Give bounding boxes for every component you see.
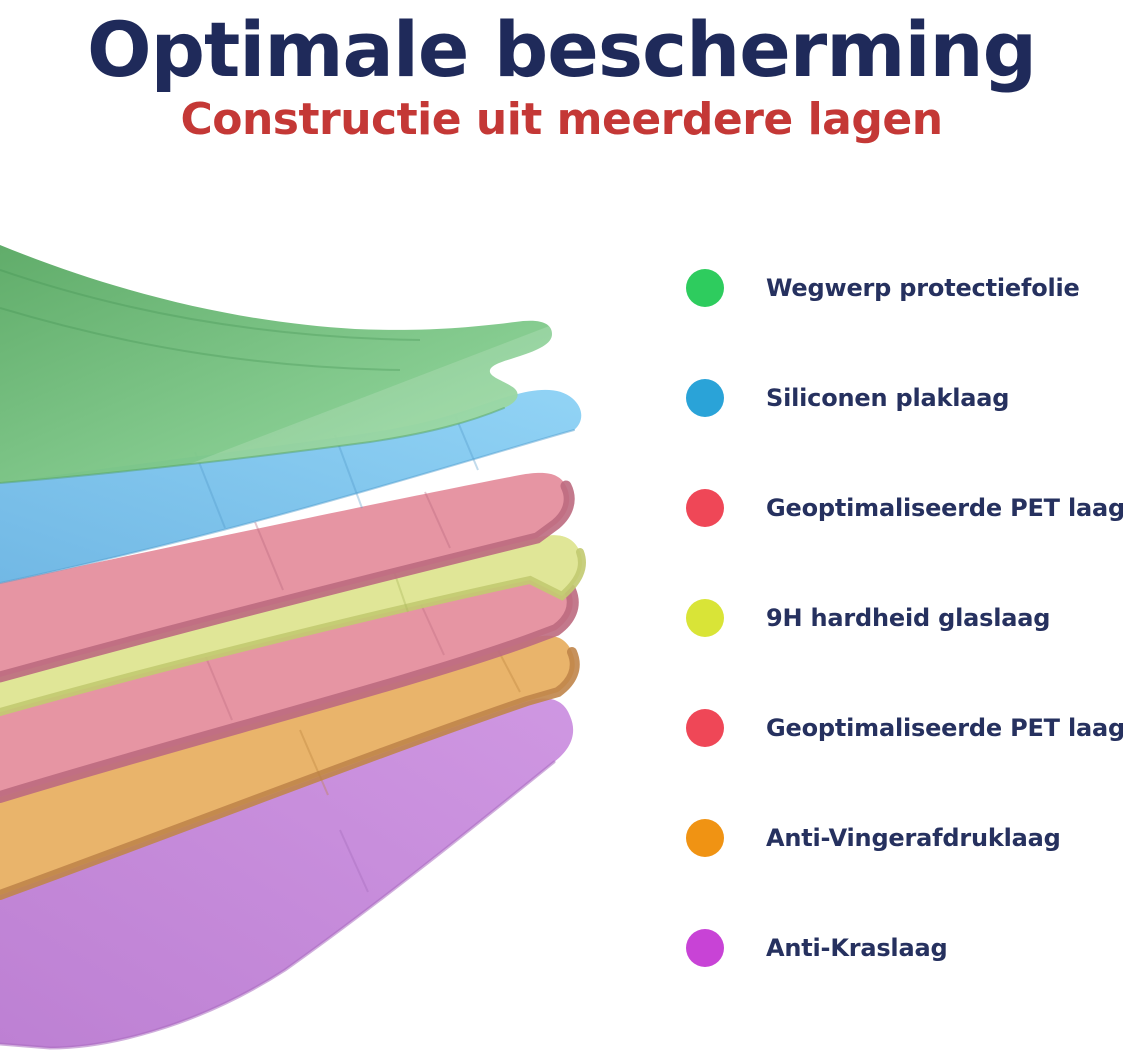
legend: Wegwerp protectiefolie Siliconen plaklaa… [686, 269, 1123, 967]
header: Optimale bescherming Constructie uit mee… [0, 0, 1123, 144]
legend-label: 9H hardheid glaslaag [766, 604, 1051, 632]
orange-dot-icon [686, 819, 724, 857]
legend-item-anti-vingerafdruklaag: Anti-Vingerafdruklaag [686, 819, 1123, 857]
layer-anti-vingerafdruk-orange [0, 635, 580, 900]
layer-pet-lower-pink [0, 572, 579, 803]
legend-label: Geoptimaliseerde PET laag [766, 714, 1123, 742]
layer-glas-yellow [0, 535, 586, 716]
yellow-dot-icon [686, 599, 724, 637]
page-title: Optimale bescherming [86, 5, 1037, 94]
legend-label: Anti-Vingerafdruklaag [766, 824, 1061, 852]
blue-dot-icon [686, 379, 724, 417]
layer-wegwerp-folie-green [0, 245, 552, 484]
layer-stack-illustration [0, 245, 586, 1050]
legend-item-pet-laag-boven: Geoptimaliseerde PET laag [686, 489, 1123, 527]
green-dot-icon [686, 269, 724, 307]
legend-item-glaslaag: 9H hardheid glaslaag [686, 599, 1123, 637]
legend-label: Geoptimaliseerde PET laag [766, 494, 1123, 522]
layer-pet-upper-pink [0, 472, 575, 683]
layer-anti-kras-purple [0, 698, 574, 1050]
legend-label: Siliconen plaklaag [766, 384, 1010, 412]
legend-label: Wegwerp protectiefolie [766, 274, 1080, 302]
legend-item-anti-kraslaag: Anti-Kraslaag [686, 929, 1123, 967]
legend-item-pet-laag-onder: Geoptimaliseerde PET laag [686, 709, 1123, 747]
legend-item-siliconen-plaklaag: Siliconen plaklaag [686, 379, 1123, 417]
layer-siliconen-blue [0, 389, 582, 584]
legend-item-wegwerp-protectiefolie: Wegwerp protectiefolie [686, 269, 1123, 307]
pink-dot-icon [686, 489, 724, 527]
page-subtitle: Constructie uit meerdere lagen [180, 93, 943, 145]
pink-dot-icon [686, 709, 724, 747]
magenta-dot-icon [686, 929, 724, 967]
legend-label: Anti-Kraslaag [766, 934, 948, 962]
